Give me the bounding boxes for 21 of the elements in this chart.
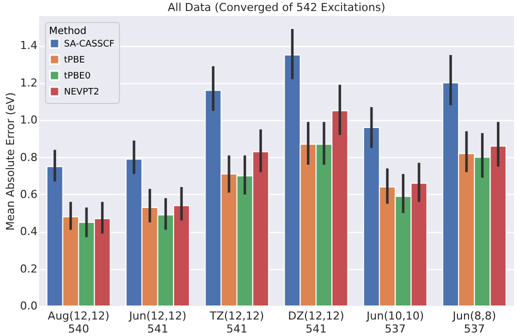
- chart-title: All Data (Converged of 542 Excitations): [168, 1, 386, 14]
- y-tick-label: 0.0: [20, 300, 38, 312]
- legend-label: tPBE0: [64, 72, 91, 82]
- y-tick-label: 1.4: [20, 39, 38, 52]
- x-tick-label: Aug(12,12) 540: [48, 310, 110, 336]
- x-tick-label: Jun(10,10) 537: [366, 310, 424, 336]
- legend-label: NEVPT2: [64, 88, 100, 98]
- y-tick-label: 0.6: [20, 188, 38, 201]
- legend-label: tPBE: [64, 56, 86, 66]
- y-tick-label: 1.2: [20, 76, 38, 90]
- y-tick-label: 0.2: [20, 262, 38, 276]
- y-axis-title: Mean Absolute Error (eV): [4, 92, 18, 231]
- x-tick-label: Jun(8,8) 537: [452, 310, 496, 336]
- x-tick-label: Jun(12,12) 541: [128, 310, 186, 336]
- legend-title: Method: [49, 26, 87, 37]
- x-tick-label: DZ(12,12) 541: [288, 310, 344, 336]
- y-tick-label: 1.0: [20, 114, 38, 127]
- y-tick-label: 0.4: [20, 225, 38, 238]
- legend-label: SA-CASSCF: [64, 40, 114, 50]
- y-tick-label: 0.8: [20, 150, 38, 164]
- x-tick-label: TZ(12,12) 541: [208, 310, 264, 336]
